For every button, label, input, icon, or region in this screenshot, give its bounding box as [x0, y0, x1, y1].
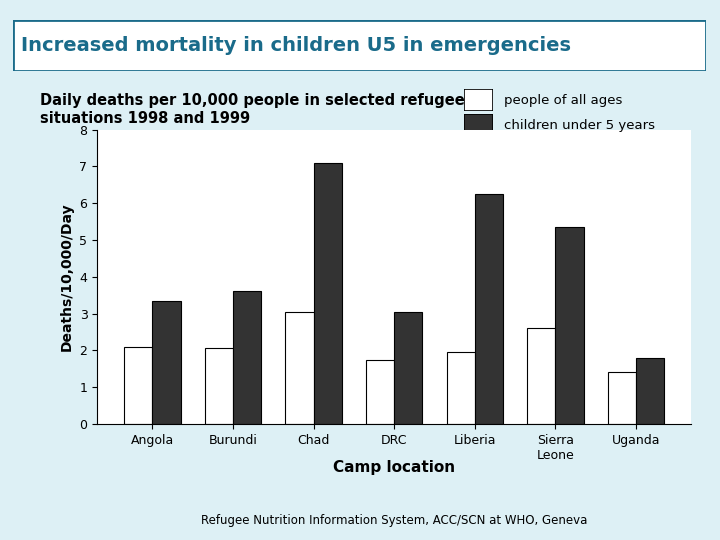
- Bar: [608, 372, 636, 424]
- Bar: [153, 301, 181, 424]
- Text: children under 5 years: children under 5 years: [504, 119, 655, 132]
- Text: Refugee Nutrition Information System, ACC/SCN at WHO, Geneva: Refugee Nutrition Information System, AC…: [202, 514, 588, 527]
- Text: people of all ages: people of all ages: [504, 94, 622, 107]
- Bar: [474, 194, 503, 424]
- Text: situations 1998 and 1999: situations 1998 and 1999: [40, 111, 250, 126]
- Bar: [395, 312, 423, 424]
- Bar: [233, 292, 261, 424]
- Y-axis label: Deaths/10,000/Day: Deaths/10,000/Day: [60, 202, 74, 351]
- Bar: [527, 328, 555, 424]
- FancyBboxPatch shape: [464, 89, 493, 111]
- Text: Daily deaths per 10,000 people in selected refugee: Daily deaths per 10,000 people in select…: [40, 93, 464, 109]
- FancyBboxPatch shape: [464, 114, 493, 136]
- FancyBboxPatch shape: [13, 20, 706, 71]
- Bar: [124, 347, 153, 424]
- Text: Camp location: Camp location: [333, 460, 456, 475]
- Bar: [366, 360, 395, 424]
- Bar: [285, 312, 314, 424]
- Bar: [555, 227, 584, 424]
- Bar: [204, 348, 233, 424]
- Bar: [636, 357, 665, 424]
- Bar: [314, 163, 342, 424]
- Text: Increased mortality in children U5 in emergencies: Increased mortality in children U5 in em…: [22, 36, 571, 55]
- Bar: [446, 352, 474, 424]
